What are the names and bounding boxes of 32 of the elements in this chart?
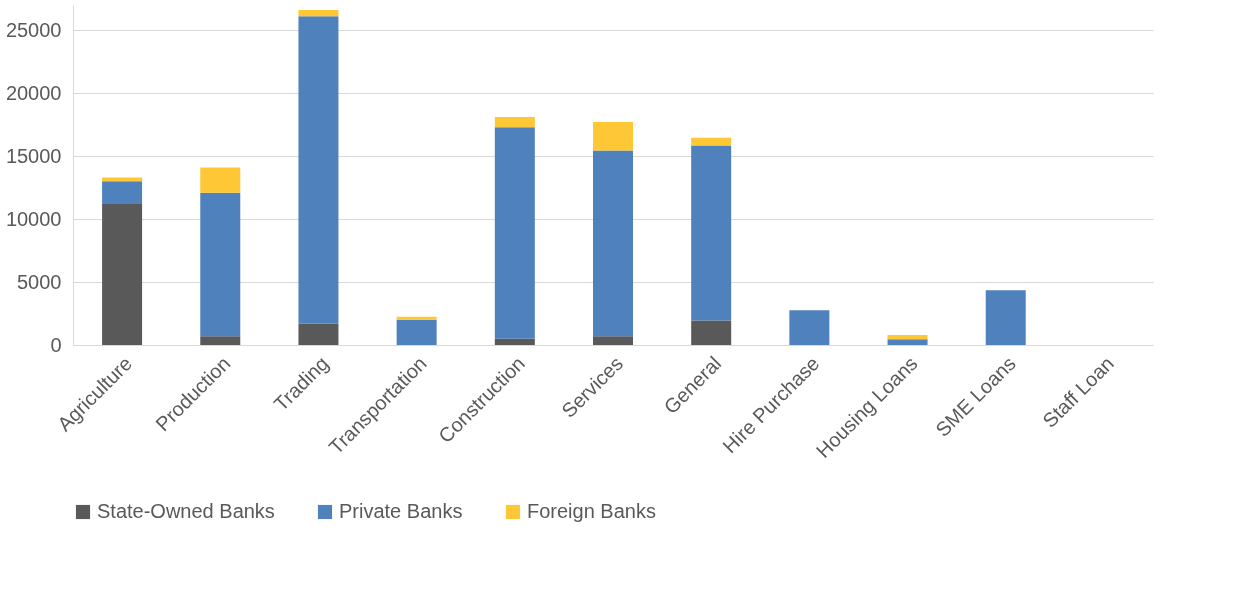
bar: [691, 320, 732, 345]
y-tick-label: 10000: [5, 207, 62, 230]
bar: [691, 137, 732, 146]
bar: [593, 122, 633, 151]
bar: [298, 16, 339, 324]
bar: [396, 316, 437, 320]
bar: [494, 117, 535, 128]
bar: [200, 336, 241, 345]
legend-label: State-Owned Banks: [97, 500, 275, 522]
bar: [298, 10, 339, 17]
bar: [396, 319, 437, 345]
legend-label: Private Banks: [339, 500, 463, 522]
y-tick-label: 15000: [5, 144, 62, 167]
bar: [593, 150, 633, 337]
bar: [200, 192, 241, 337]
bar: [102, 181, 143, 204]
bar: [200, 167, 241, 193]
bar: [298, 323, 339, 345]
bar: [494, 127, 535, 339]
bar: [691, 145, 732, 321]
bar: [593, 336, 633, 345]
y-tick-label: 20000: [5, 81, 62, 104]
y-tick-label: 0: [50, 333, 62, 356]
bar: [102, 203, 143, 345]
y-tick-label: 5000: [17, 270, 62, 293]
bar: [985, 290, 1026, 345]
bar: [789, 310, 830, 345]
legend-label: Foreign Banks: [527, 500, 656, 522]
bar: [887, 334, 928, 340]
bar: [887, 339, 928, 345]
bar: [494, 338, 535, 345]
y-tick-label: 25000: [5, 18, 62, 41]
